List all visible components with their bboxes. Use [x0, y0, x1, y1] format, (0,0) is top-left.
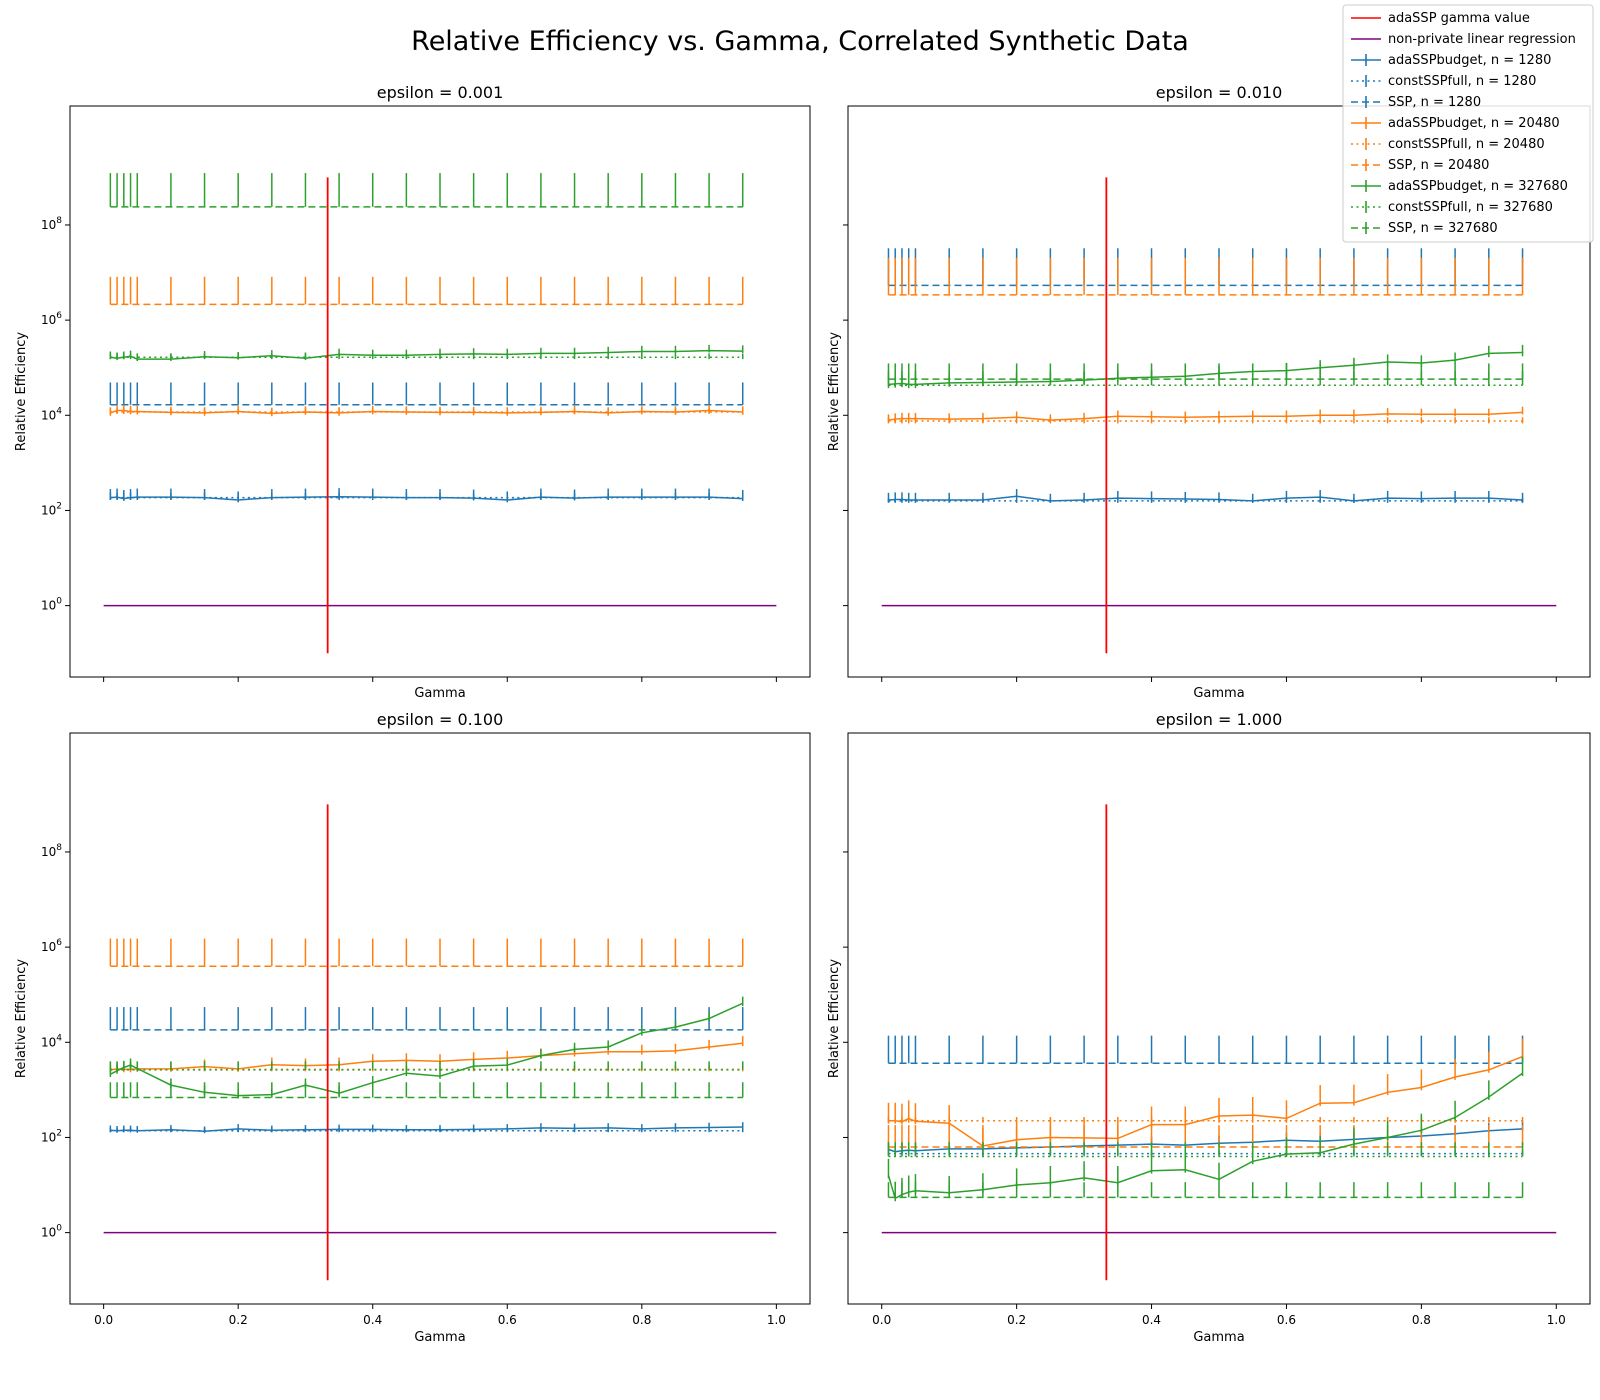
legend-entry: SSP, n = 1280 [1351, 95, 1481, 110]
subplot-4: epsilon = 1.000 0.0 0.2 0.4 0.6 0.8 1.0 Gamma Re… [827, 710, 1591, 1345]
series-ssp-n-327680 [887, 363, 1524, 380]
series-constsspfull-n-327680 [109, 353, 744, 360]
figure-title: Relative Efficiency vs. Gamma, Correlate… [411, 26, 1189, 57]
subplot-1: epsilon = 0.001 100 102 104 106 108 Gamma Relat… [14, 83, 811, 701]
x-tick-label: 0.0 [872, 1313, 891, 1327]
series-constsspfull-n-327680 [109, 1061, 744, 1071]
plot-area [847, 732, 1591, 1305]
series-ssp-n-20480 [887, 257, 1524, 296]
legend-entry: adaSSPbudget, n = 327680 [1351, 179, 1568, 194]
y-axis-label: Relative Efficiency [14, 959, 29, 1078]
legend-entry: SSP, n = 327680 [1351, 221, 1498, 236]
legend-entry: constSSPfull, n = 20480 [1351, 137, 1545, 152]
subplot-title: epsilon = 0.010 [1156, 83, 1283, 102]
series-constsspfull-n-20480 [887, 417, 1524, 424]
legend-label: constSSPfull, n = 1280 [1388, 74, 1536, 89]
legend-label: adaSSPbudget, n = 327680 [1388, 179, 1568, 194]
series-ssp-n-20480 [109, 938, 744, 967]
legend-entry: non-private linear regression [1351, 32, 1576, 47]
legend-entry: adaSSPbudget, n = 20480 [1351, 116, 1560, 131]
legend-label: SSP, n = 20480 [1388, 158, 1489, 173]
x-tick-label: 1.0 [1547, 1313, 1566, 1327]
series-constsspfull-n-1280 [109, 492, 744, 500]
series-constsspfull-n-20480 [109, 408, 744, 414]
subplot-title: epsilon = 0.001 [377, 83, 504, 102]
legend-label: non-private linear regression [1388, 32, 1576, 47]
x-tick-label: 0.6 [498, 1313, 517, 1327]
y-tick-label: 108 [41, 843, 62, 859]
y-axis-label: Relative Efficiency [14, 332, 29, 451]
legend-entry: constSSPfull, n = 1280 [1351, 74, 1536, 89]
x-tick-label: 0.2 [1007, 1313, 1026, 1327]
y-tick-label: 106 [41, 938, 62, 954]
series-ssp-n-20480 [109, 276, 744, 306]
legend-label: adaSSPbudget, n = 1280 [1388, 53, 1551, 68]
y-tick-label: 106 [41, 311, 62, 327]
subplot-3: epsilon = 0.100 100 102 104 106 108 0.0 0.2 0.4 0… [14, 710, 811, 1345]
subplot-title: epsilon = 1.000 [1156, 710, 1283, 729]
legend-label: constSSPfull, n = 20480 [1388, 137, 1545, 152]
plot-area [69, 105, 811, 678]
x-axis-label: Gamma [1193, 686, 1244, 701]
subplot-2: epsilon = 0.010 Gamma Relative Efficiency [827, 83, 1591, 701]
legend-label: constSSPfull, n = 327680 [1388, 200, 1553, 215]
series-ssp-n-1280 [109, 382, 744, 406]
subplot-title: epsilon = 0.100 [377, 710, 504, 729]
x-axis-label: Gamma [414, 1330, 465, 1345]
legend-label: adaSSPbudget, n = 20480 [1388, 116, 1560, 131]
series-ssp-n-327680 [109, 173, 744, 208]
series-constsspfull-n-1280 [109, 1127, 744, 1133]
x-tick-label: 0.8 [1412, 1313, 1431, 1327]
legend: adaSSP gamma value non-private linear reg… [1342, 4, 1594, 243]
x-tick-label: 1.0 [767, 1313, 786, 1327]
legend-label: SSP, n = 327680 [1388, 221, 1498, 236]
y-tick-label: 100 [41, 597, 62, 613]
x-tick-label: 0.2 [229, 1313, 248, 1327]
x-axis-label: Gamma [414, 686, 465, 701]
y-tick-label: 108 [41, 216, 62, 232]
series-ssp-n-327680 [887, 1182, 1524, 1199]
y-tick-label: 104 [41, 406, 62, 422]
legend-label: adaSSP gamma value [1388, 11, 1530, 26]
series-constsspfull-n-1280 [887, 498, 1524, 503]
series-ssp-n-327680 [109, 1082, 744, 1099]
legend-box [1342, 4, 1594, 243]
x-tick-label: 0.4 [1142, 1313, 1161, 1327]
x-tick-label: 0.0 [94, 1313, 113, 1327]
y-tick-label: 102 [41, 501, 62, 517]
x-tick-label: 0.8 [632, 1313, 651, 1327]
legend-label: SSP, n = 1280 [1388, 95, 1481, 110]
y-tick-label: 104 [41, 1033, 62, 1049]
series-ssp-n-1280 [887, 1035, 1524, 1064]
x-tick-label: 0.6 [1277, 1313, 1296, 1327]
legend-entry: adaSSPbudget, n = 1280 [1351, 53, 1551, 68]
y-axis-label: Relative Efficiency [827, 959, 842, 1078]
y-tick-label: 102 [41, 1128, 62, 1144]
subplots: epsilon = 0.001 100 102 104 106 108 Gamma Relat… [14, 83, 1591, 1345]
series-constsspfull-n-327680 [887, 1142, 1524, 1158]
y-axis-label: Relative Efficiency [827, 332, 842, 451]
plot-area [69, 732, 811, 1305]
series-ssp-n-1280 [109, 1007, 744, 1031]
series-constsspfull-n-20480 [887, 1116, 1524, 1123]
plot-area [847, 105, 1591, 678]
legend-entry: adaSSP gamma value [1351, 11, 1530, 26]
x-tick-label: 0.4 [363, 1313, 382, 1327]
legend-entry: SSP, n = 20480 [1351, 158, 1489, 173]
legend-entry: constSSPfull, n = 327680 [1351, 200, 1553, 215]
x-axis-label: Gamma [1193, 1330, 1244, 1345]
y-tick-label: 100 [41, 1224, 62, 1240]
